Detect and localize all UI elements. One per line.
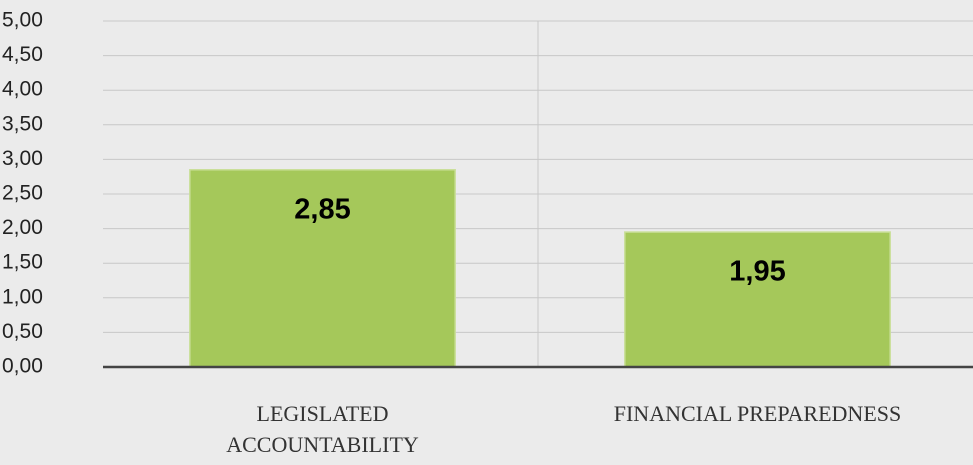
y-tick-label: 1,50: [2, 251, 43, 274]
bar: [624, 231, 891, 368]
x-tick-label: LEGISLATED ACCOUNTABILITY: [226, 401, 419, 457]
y-tick-label: 3,00: [2, 147, 43, 170]
y-tick-label: 1,00: [2, 285, 43, 308]
bar: [189, 169, 456, 368]
y-tick-label: 4,50: [2, 43, 43, 66]
x-tick-label: FINANCIAL PREPAREDNESS: [613, 401, 902, 426]
y-tick-label: 2,00: [2, 216, 43, 239]
value-label: 1,95: [729, 256, 785, 288]
y-tick-label: 2,50: [2, 182, 43, 205]
y-tick-label: 0,50: [2, 320, 43, 343]
y-tick-label: 4,00: [2, 78, 43, 101]
value-label: 2,85: [294, 193, 350, 225]
y-tick-label: 0,00: [2, 355, 43, 378]
y-tick-label: 3,50: [2, 112, 43, 135]
y-tick-label: 5,00: [2, 9, 43, 32]
